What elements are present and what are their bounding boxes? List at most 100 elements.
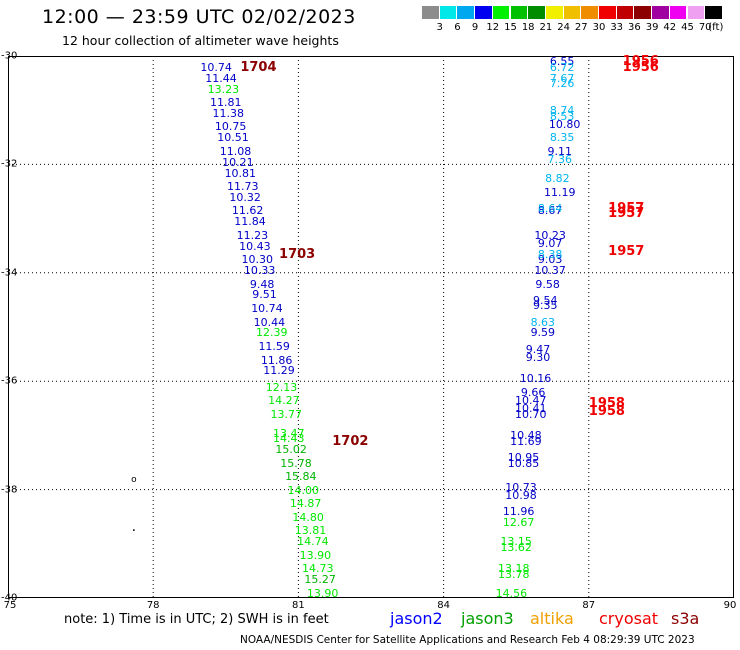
wave-height-value: 9.47 — [525, 342, 551, 356]
colorbar-swatch — [475, 6, 493, 19]
wave-height-value: 8.63 — [530, 315, 556, 329]
wave-height-value: 10.70 — [514, 407, 547, 421]
wave-height-value: 10.41 — [514, 402, 547, 416]
wave-height-value: 11.84 — [234, 215, 266, 229]
wave-height-value: 12.39 — [256, 326, 288, 340]
wave-height-value: 7.67 — [549, 71, 575, 85]
island-marker: o — [131, 475, 137, 486]
wave-height-value: 10.75 — [214, 120, 247, 134]
wave-height-value: 9.51 — [252, 288, 277, 302]
wave-height-value: 14.74 — [297, 535, 329, 549]
x-tick-label: 87 — [582, 600, 596, 611]
wave-height-value: 10.37 — [534, 264, 566, 278]
wave-height-value: 13.81 — [294, 524, 327, 538]
wave-height-value: 10.74 — [200, 60, 232, 74]
colorbar-swatch — [457, 6, 476, 19]
wave-height-value: 13.23 — [207, 82, 240, 96]
wave-height-value: 11.81 — [210, 96, 242, 110]
colorbar-label: 33 — [610, 22, 624, 33]
wave-height-value: 10.74 — [251, 302, 283, 316]
pass-time-label: 1957 — [608, 206, 645, 222]
pass-time-label: 1956 — [622, 54, 659, 70]
legend-altika: altika — [530, 609, 574, 628]
wave-height-value: 10.43 — [239, 239, 271, 253]
wave-height-value: 11.08 — [219, 144, 252, 158]
wave-height-value: 10.51 — [217, 131, 249, 145]
colorbar-label: 42 — [663, 22, 677, 33]
wave-height-value: 14.00 — [287, 483, 319, 497]
wave-height-value: 11.23 — [236, 228, 269, 242]
colorbar-label: 15 — [504, 22, 517, 33]
wave-height-value: 11.62 — [231, 204, 264, 218]
footer-note: note: 1) Time is in UTC; 2) SWH is in fe… — [64, 612, 329, 627]
wave-height-value: 10.48 — [510, 429, 542, 443]
island-marker: . — [131, 518, 137, 535]
wave-height-value: 10.95 — [507, 451, 540, 465]
wave-height-value: 13.15 — [500, 535, 532, 549]
wave-height-value: 11.96 — [502, 505, 535, 519]
legend-jason3: jason3 — [461, 609, 514, 628]
y-tick-label: -34 — [1, 267, 18, 279]
colorbar-swatch — [545, 6, 564, 19]
wave-height-value: 11.44 — [205, 71, 237, 85]
wave-height-value: 13.62 — [500, 540, 532, 554]
wave-height-value: 15.84 — [285, 470, 317, 484]
wave-height-value: 13.47 — [272, 426, 305, 440]
wave-height-value: 9.35 — [532, 299, 558, 313]
colorbar-swatch — [510, 6, 529, 19]
wave-height-value: 8.74 — [549, 104, 575, 118]
colorbar-label: 70 — [698, 22, 712, 33]
colorbar-label: 6 — [454, 22, 461, 33]
wave-height-value: 13.78 — [498, 567, 530, 581]
x-tick-label: 78 — [146, 600, 160, 611]
wave-height-value: 8.53 — [549, 109, 575, 123]
colorbar-label: 27 — [574, 22, 588, 33]
pass-time-label: 1957 — [608, 244, 645, 260]
colorbar-swatch — [599, 6, 617, 19]
wave-height-value: 9.58 — [535, 277, 560, 291]
pass-time-label: 1702 — [332, 433, 369, 449]
wave-height-value: 6.72 — [549, 60, 575, 74]
wave-height-value: 10.21 — [222, 155, 254, 169]
page-title: 12:00 — 23:59 UTC 02/02/2023 — [42, 6, 356, 28]
colorbar-label: 12 — [486, 22, 500, 33]
wave-height-value: 9.07 — [537, 236, 563, 250]
legend-jason2: jason2 — [390, 609, 443, 628]
wave-height-value: 9.54 — [532, 293, 558, 307]
wave-height-value: 10.33 — [243, 264, 276, 278]
colorbar-swatch — [652, 6, 670, 19]
x-tick-label: 90 — [723, 600, 737, 611]
wave-height-value: 8.82 — [545, 171, 570, 185]
wave-height-value: 11.38 — [212, 106, 244, 120]
wave-height-value: 10.47 — [514, 394, 547, 408]
page-subtitle: 12 hour collection of altimeter wave hei… — [62, 33, 339, 48]
wave-height-value: 8.64 — [537, 201, 563, 215]
x-tick-label: 75 — [3, 600, 17, 611]
wave-height-value: 13.90 — [306, 586, 339, 600]
colorbar-swatch — [634, 6, 653, 19]
colorbar-swatch — [616, 6, 635, 19]
wave-height-value: 15.78 — [280, 456, 312, 470]
colorbar-label: 24 — [557, 22, 570, 33]
wave-height-value: 13.77 — [270, 407, 303, 421]
wave-height-value: 9.30 — [525, 350, 551, 364]
wave-height-value: 9.03 — [537, 253, 563, 267]
wave-height-value: 12.13 — [265, 380, 298, 394]
y-tick-label: -40 — [1, 592, 18, 604]
colorbar-label: 9 — [471, 22, 479, 33]
map-plot — [8, 56, 734, 598]
pass-time-label: 1957 — [608, 200, 645, 216]
colorbar-swatch — [528, 6, 546, 19]
colorbar-swatch — [492, 6, 511, 19]
colorbar-label: 45 — [681, 22, 694, 33]
pass-time-label: 1958 — [588, 395, 625, 411]
graticule — [8, 56, 734, 598]
x-tick-label: 84 — [437, 600, 450, 611]
colorbar-label: 39 — [645, 22, 659, 33]
wave-height-value: 10.30 — [241, 253, 274, 267]
wave-height-value: 15.27 — [304, 573, 336, 587]
colorbar-swatch — [563, 6, 582, 19]
credit-line: NOAA/NESDIS Center for Satellite Applica… — [240, 634, 695, 646]
wave-height-value: 10.73 — [505, 480, 537, 494]
wave-height-value: 14.56 — [495, 586, 528, 600]
